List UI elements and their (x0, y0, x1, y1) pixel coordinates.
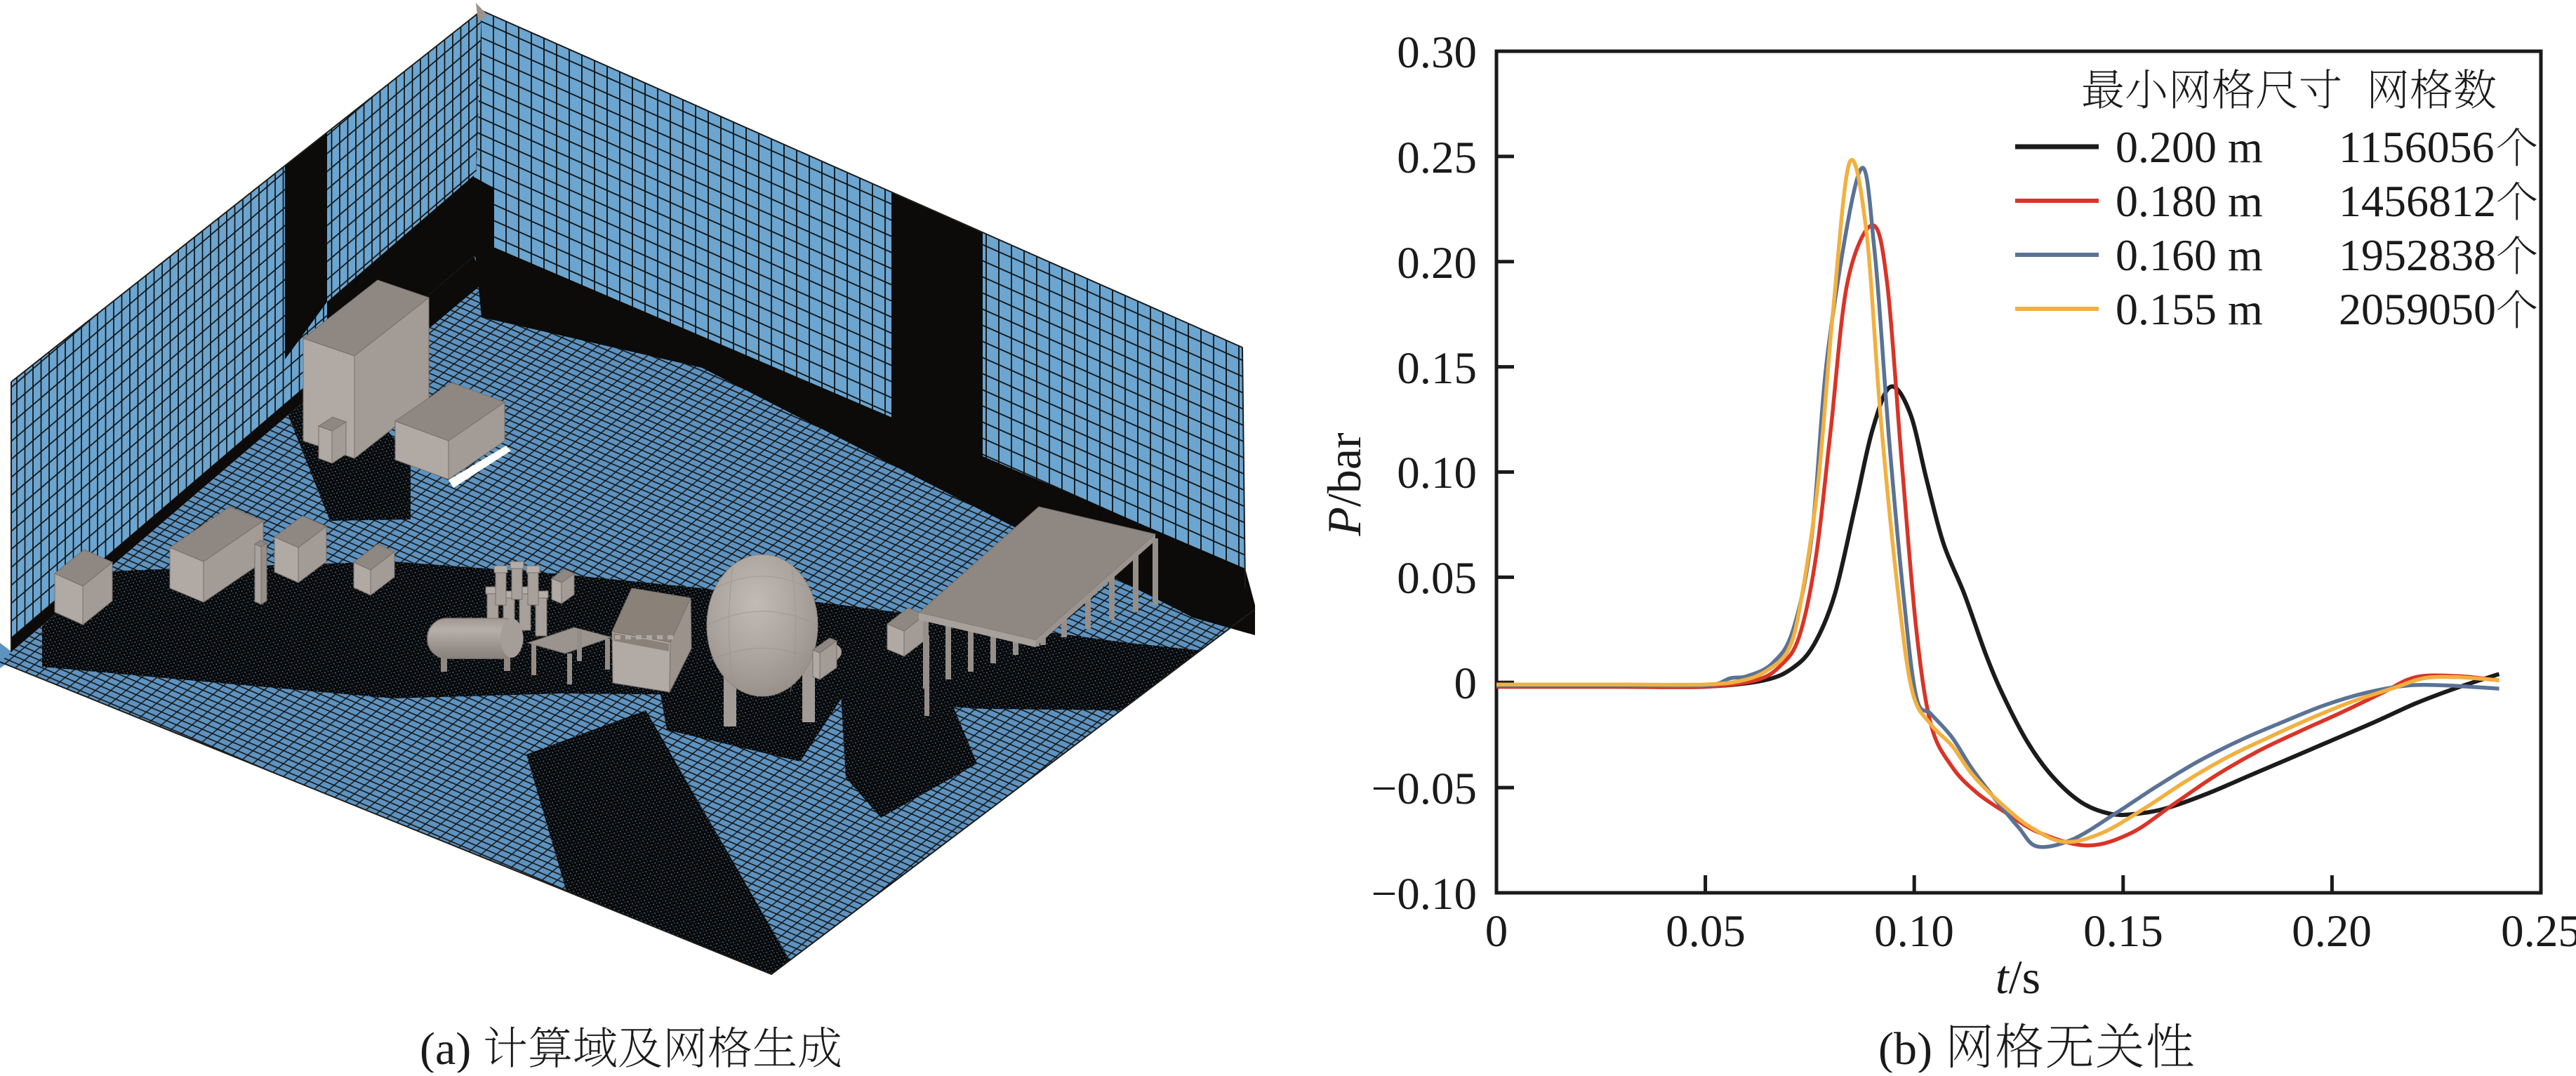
svg-text:1456812: 1456812 (2339, 176, 2496, 226)
svg-text:0.25: 0.25 (2501, 906, 2576, 957)
svg-text:0.30: 0.30 (1397, 27, 1477, 78)
svg-text:1156056: 1156056 (2339, 122, 2495, 172)
svg-text:t/s: t/s (1996, 950, 2040, 1004)
svg-text:0.20: 0.20 (1397, 238, 1477, 288)
svg-text:0.25: 0.25 (1397, 133, 1477, 183)
svg-text:0.20: 0.20 (2292, 906, 2372, 957)
svg-text:0.200 m: 0.200 m (2116, 122, 2263, 172)
svg-text:0.10: 0.10 (1874, 906, 1954, 957)
svg-text:0.155 m: 0.155 m (2116, 284, 2263, 334)
svg-text:−0.10: −0.10 (1372, 869, 1477, 919)
svg-text:0.05: 0.05 (1397, 553, 1477, 604)
svg-text:−0.05: −0.05 (1372, 764, 1477, 814)
svg-text:0.160 m: 0.160 m (2116, 230, 2263, 280)
svg-text:(b): (b) (1878, 1023, 1932, 1072)
svg-text:1952838: 1952838 (2339, 230, 2496, 280)
svg-text:0.10: 0.10 (1397, 448, 1477, 498)
svg-text:(a): (a) (420, 1023, 471, 1072)
svg-text:0.15: 0.15 (1397, 343, 1477, 394)
svg-text:0.15: 0.15 (2083, 906, 2163, 957)
svg-text:0: 0 (1485, 906, 1508, 957)
svg-text:P/bar: P/bar (1317, 432, 1371, 537)
svg-text:2059050: 2059050 (2339, 284, 2496, 334)
svg-text:0: 0 (1454, 658, 1478, 709)
svg-text:0.180 m: 0.180 m (2116, 176, 2263, 226)
svg-text:0.05: 0.05 (1666, 906, 1746, 957)
